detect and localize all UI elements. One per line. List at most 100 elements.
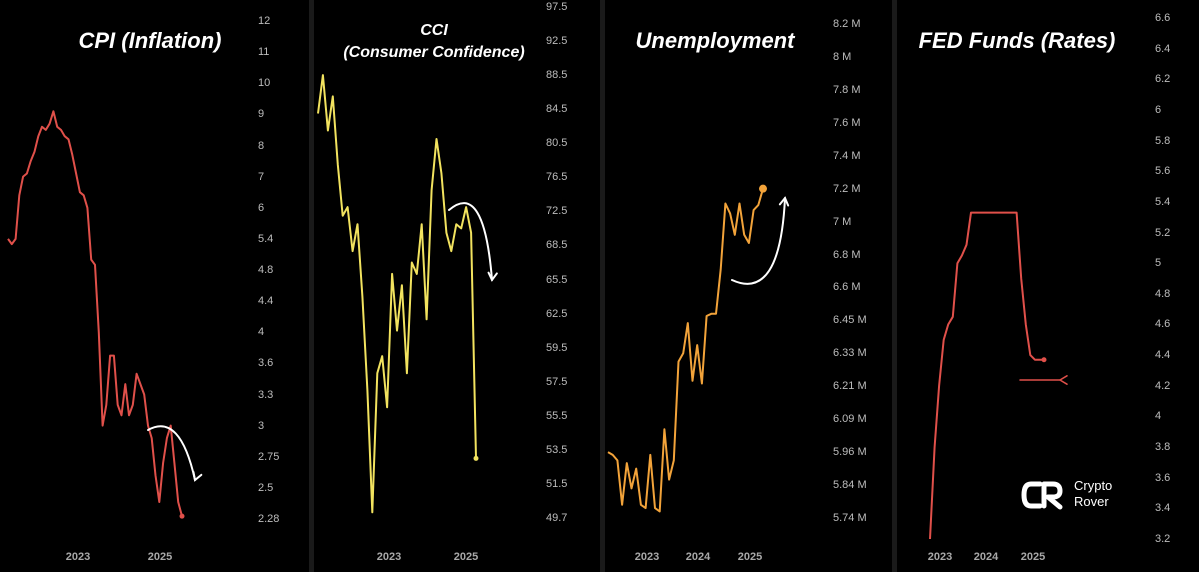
fed-funds-chart-title: FED Funds (Rates): [918, 28, 1116, 53]
cci-title-line-1: CCI: [420, 22, 448, 39]
y-tick-label: 5.74 M: [833, 512, 867, 524]
cci-chart-panel: CCI (Consumer Confidence) 97.5 92.5 88.5 84…: [314, 0, 600, 572]
y-tick-label: 65.5: [546, 273, 568, 286]
y-tick-label: 51.5: [546, 477, 568, 490]
y-tick-label: 3.3: [258, 388, 274, 401]
logo-text-line-2: Rover: [1074, 494, 1109, 509]
y-tick-label: 53.5: [546, 443, 568, 456]
panel-divider: [892, 0, 897, 572]
y-tick-label: 6.09 M: [833, 413, 867, 426]
y-tick-label: 49.7: [546, 512, 568, 524]
y-tick-label: 4.8: [258, 264, 274, 276]
arrow-head-icon: [778, 196, 790, 207]
y-tick-label: 76.5: [546, 171, 568, 184]
crypto-rover-logo-icon: [1021, 481, 1063, 510]
y-tick-label: 2.28: [258, 513, 280, 525]
y-tick-label: 6.6 M: [833, 281, 861, 294]
cpi-plot: [7, 110, 203, 519]
y-tick-label: 3.6: [1155, 471, 1171, 484]
series-end-marker: [759, 184, 767, 193]
y-tick-label: 72.5: [546, 205, 568, 218]
y-tick-label: 6.6: [1155, 12, 1171, 24]
y-tick-label: 97.5: [546, 1, 568, 13]
y-tick-label: 5.4: [1155, 195, 1171, 208]
y-tick-label: 6: [1155, 103, 1162, 116]
y-tick-label: 11: [258, 46, 270, 59]
arrow-head-icon: [192, 470, 203, 482]
series-line: [317, 74, 477, 514]
logo-text-line-1: Crypto: [1074, 478, 1113, 493]
cpi-chart-panel: CPI (Inflation) 12 11 10 9 8 7 6 5.4 4.8 4.4 4 3.6 3…: [0, 0, 309, 572]
y-tick-label: 6.45 M: [833, 314, 867, 327]
y-tick-label: 80.5: [546, 137, 568, 150]
curved-arrow-down-icon: [448, 202, 493, 281]
series-line: [607, 188, 764, 513]
y-tick-label: 4.2: [1155, 379, 1171, 392]
y-tick-label: 6: [258, 201, 265, 214]
series-end-marker: [1041, 357, 1047, 363]
x-tick-label: 2025: [453, 551, 479, 563]
series-end-marker: [473, 455, 479, 461]
panel-divider: [600, 0, 605, 572]
y-tick-label: 12: [258, 15, 271, 27]
y-tick-label: 2.5: [258, 481, 274, 494]
crypto-rover-logo: Crypto Rover: [1020, 478, 1130, 514]
y-tick-label: 6.21 M: [833, 380, 867, 393]
x-tick-label: 2025: [147, 551, 173, 563]
y-tick-label: 88.5: [546, 69, 568, 82]
y-tick-label: 3.6: [258, 357, 274, 370]
unemployment-chart-panel: Unemployment 8.2 M 8 M 7.8 M 7.6 M 7.4 M 7.2 …: [605, 0, 892, 572]
x-tick-label: 2023: [376, 551, 402, 563]
y-tick-label: 7.6 M: [833, 116, 861, 129]
y-tick-label: 3.4: [1155, 502, 1171, 515]
arrow-head-icon: [487, 271, 498, 282]
y-tick-label: 2.75: [258, 450, 280, 463]
y-tick-label: 5: [1155, 257, 1162, 270]
y-tick-label: 7.4 M: [833, 149, 861, 162]
y-tick-label: 6.8 M: [833, 248, 861, 261]
y-tick-label: 4.4: [258, 295, 274, 308]
x-tick-label: 2024: [973, 551, 999, 563]
y-tick-label: 7.2 M: [833, 182, 861, 195]
y-tick-label: 92.5: [546, 35, 568, 48]
curved-arrow-up-icon: [731, 197, 786, 285]
y-tick-label: 5.96 M: [833, 446, 867, 459]
y-tick-label: 5.6: [1155, 165, 1171, 178]
unemployment-chart-title: Unemployment: [635, 28, 795, 53]
x-tick-label: 2023: [927, 551, 953, 563]
y-tick-label: 9: [258, 108, 265, 121]
fed-funds-chart-panel: FED Funds (Rates) 6.6 6.4 6.2 6 5.8 5.6 5.4 5.2…: [897, 0, 1199, 572]
x-tick-label: 2025: [737, 551, 763, 563]
y-tick-label: 8: [258, 139, 265, 152]
cci-chart-title: CCI (Consumer Confidence): [314, 20, 554, 64]
unemployment-plot: [607, 184, 790, 513]
curved-arrow-down-icon: [147, 425, 196, 481]
arrow-head-icon: [1058, 375, 1068, 385]
y-tick-label: 5.84 M: [833, 479, 867, 492]
series-line: [929, 211, 1044, 540]
y-tick-label: 4.4: [1155, 349, 1171, 362]
y-tick-label: 7: [258, 170, 265, 183]
cci-title-line-2: (Consumer Confidence): [343, 44, 525, 61]
y-tick-label: 6.33 M: [833, 347, 867, 360]
y-tick-label: 7 M: [833, 215, 852, 228]
y-tick-label: 3: [258, 419, 265, 432]
y-tick-label: 68.5: [546, 239, 568, 252]
y-tick-label: 5.2: [1155, 226, 1171, 239]
y-tick-label: 7.8 M: [833, 83, 861, 96]
y-tick-label: 57.5: [546, 375, 568, 388]
y-tick-label: 8 M: [833, 50, 852, 63]
y-tick-label: 6.2: [1155, 73, 1171, 86]
y-tick-label: 4.8: [1155, 287, 1171, 300]
y-tick-label: 3.8: [1155, 441, 1171, 454]
y-tick-label: 3.2: [1155, 533, 1171, 545]
y-tick-label: 6.4: [1155, 42, 1171, 55]
x-tick-label: 2023: [65, 551, 91, 563]
x-tick-label: 2025: [1020, 551, 1046, 563]
series-end-marker: [179, 513, 185, 519]
y-tick-label: 8.2 M: [833, 18, 861, 30]
y-tick-label: 4.6: [1155, 318, 1171, 331]
fed-funds-plot: [929, 211, 1068, 540]
y-tick-label: 62.5: [546, 307, 568, 320]
panel-divider: [309, 0, 314, 572]
